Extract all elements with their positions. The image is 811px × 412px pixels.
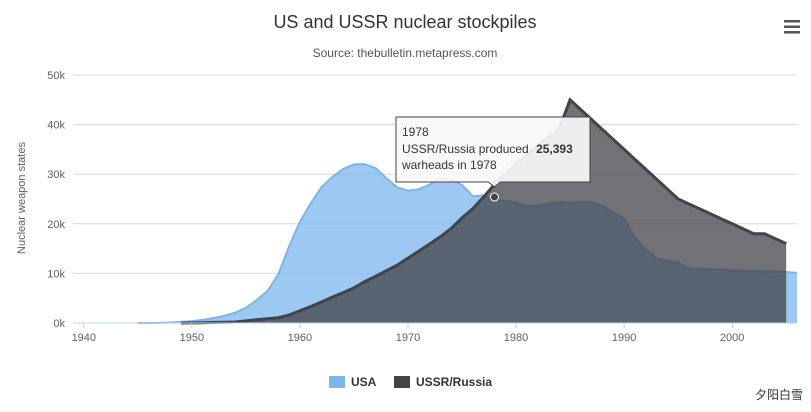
menu-bar-3 — [784, 31, 800, 34]
x-tick-label: 1990 — [612, 332, 636, 344]
hamburger-menu-icon[interactable] — [778, 13, 804, 39]
legend-label-usa: USA — [351, 375, 377, 389]
legend-swatch-usa — [329, 376, 345, 388]
chart-subtitle: Source: thebulletin.metapress.com — [313, 46, 498, 60]
y-axis-label: Nuclear weapon states — [16, 142, 28, 254]
legend-item-ussr[interactable]: USSR/Russia — [394, 375, 492, 389]
x-tick-label: 1940 — [72, 332, 96, 344]
menu-bar-1 — [784, 20, 800, 23]
chart-title: US and USSR nuclear stockpiles — [273, 12, 536, 32]
menu-bar-2 — [784, 25, 800, 28]
legend-item-usa[interactable]: USA — [329, 375, 377, 389]
tooltip: 1978 USSR/Russia produced 25,393 warhead… — [395, 116, 591, 202]
y-tick-label: 0k — [53, 318, 65, 330]
legend: USA USSR/Russia — [329, 375, 492, 389]
x-tick-label: 1980 — [504, 332, 528, 344]
x-tick-label: 2000 — [720, 332, 744, 344]
watermark-text: 夕阳白雪 — [755, 387, 803, 402]
x-tick-label: 1960 — [288, 332, 312, 344]
tooltip-prefix: USSR/Russia produced — [402, 142, 529, 156]
line-ussr-russia — [181, 97, 787, 325]
hover-point-marker — [489, 192, 499, 202]
y-tick-label: 20k — [47, 219, 65, 231]
tooltip-box — [395, 116, 591, 188]
area-ussr-russia — [181, 99, 787, 323]
tooltip-year: 1978 — [402, 125, 429, 139]
tooltip-line: USSR/Russia produced 25,393 — [402, 142, 573, 156]
x-tick-label: 1950 — [180, 332, 204, 344]
tooltip-suffix: warheads in 1978 — [401, 158, 497, 172]
x-axis-ticks: 1940 1950 1960 1970 1980 1990 2000 — [72, 323, 744, 344]
y-tick-label: 10k — [47, 268, 65, 280]
series-layer — [137, 97, 798, 325]
x-tick-label: 1970 — [396, 332, 420, 344]
y-axis-ticks: 0k 10k 20k 30k 40k 50k — [47, 70, 65, 330]
y-tick-label: 50k — [47, 70, 65, 82]
legend-label-ussr: USSR/Russia — [416, 375, 492, 389]
y-tick-label: 40k — [47, 120, 65, 132]
legend-swatch-ussr — [394, 376, 410, 388]
tooltip-value: 25,393 — [536, 142, 573, 156]
y-tick-label: 30k — [47, 169, 65, 181]
